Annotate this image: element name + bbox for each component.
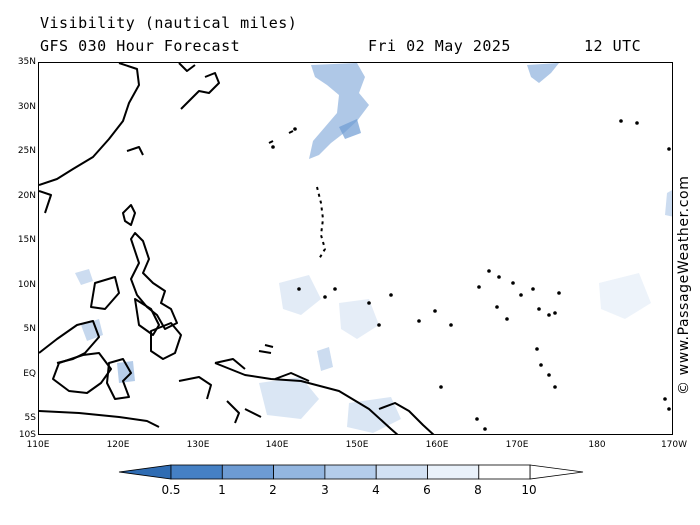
- bonin-outline: [268, 130, 294, 144]
- palau-outline: [258, 344, 274, 354]
- lon-label: 140E: [265, 440, 289, 450]
- lon-label: 170E: [505, 440, 529, 450]
- lon-label: 120E: [106, 440, 130, 450]
- visibility-legend: [118, 464, 584, 480]
- lat-label: 10S: [18, 430, 36, 440]
- forecast-time: 12 UTC: [584, 37, 642, 55]
- asia-coast: [39, 63, 140, 186]
- java-outline: [39, 410, 160, 428]
- arafura-islands-outline: [226, 400, 262, 424]
- mariana-outline: [316, 186, 326, 260]
- lon-label: 150E: [345, 440, 369, 450]
- borneo-outline: [52, 352, 112, 394]
- moluccas-outline: [178, 376, 212, 400]
- legend-label: 2: [269, 483, 277, 497]
- new-guinea-north-outline: [214, 358, 310, 382]
- legend-swatch: [273, 464, 326, 480]
- lat-label: 10N: [17, 280, 36, 290]
- map-panel: [38, 62, 673, 435]
- forecast-date: Fri 02 May 2025: [368, 37, 511, 55]
- legend-label: 4: [372, 483, 380, 497]
- lat-label: EQ: [23, 369, 36, 379]
- mindanao-outline: [150, 322, 182, 360]
- legend-swatch: [375, 464, 428, 480]
- lat-label: 30N: [17, 102, 36, 112]
- low-visibility-areas: [75, 63, 672, 433]
- sulawesi-outline: [106, 358, 132, 400]
- japan-outline: [178, 63, 220, 110]
- map-title: Visibility (nautical miles): [40, 14, 298, 32]
- legend-swatch: [221, 464, 275, 480]
- okinawa-outline: [126, 146, 144, 156]
- legend-label: 6: [423, 483, 431, 497]
- lat-label: 35N: [17, 57, 36, 67]
- legend-arrow-low: [118, 464, 172, 480]
- site-credit: © www.PassageWeather.com: [676, 175, 692, 395]
- lon-label: 170W: [660, 440, 688, 450]
- lon-label: 130E: [186, 440, 210, 450]
- legend-label: 0.5: [161, 483, 181, 497]
- luzon-outline: [130, 232, 178, 330]
- legend-swatch: [170, 464, 223, 480]
- new-guinea-outline: [214, 362, 399, 434]
- legend-label: 3: [321, 483, 329, 497]
- legend-swatch: [478, 464, 531, 480]
- solomon-outline: [378, 402, 435, 434]
- legend-swatch: [324, 464, 377, 480]
- taiwan-outline: [122, 204, 136, 226]
- visibility-map: [39, 63, 672, 434]
- lat-label: 20N: [17, 191, 36, 201]
- lat-label: 15N: [17, 235, 36, 245]
- lon-label: 180: [588, 440, 606, 450]
- forecast-label: GFS 030 Hour Forecast: [40, 37, 241, 55]
- legend-arrow-high: [529, 464, 584, 480]
- legend-swatch: [427, 464, 480, 480]
- legend-label: 1: [218, 483, 226, 497]
- lat-label: 5N: [23, 324, 36, 334]
- palawan-outline: [90, 276, 120, 310]
- legend-label: 10: [521, 483, 537, 497]
- legend-label: 8: [474, 483, 482, 497]
- lon-label: 110E: [26, 440, 50, 450]
- south-china-coast: [39, 190, 52, 214]
- lat-label: 25N: [17, 146, 36, 156]
- coastlines: [39, 63, 435, 434]
- island-dots: [271, 119, 671, 431]
- lat-label: 5S: [24, 413, 36, 423]
- legend-swatches: [118, 464, 584, 480]
- lon-label: 160E: [425, 440, 449, 450]
